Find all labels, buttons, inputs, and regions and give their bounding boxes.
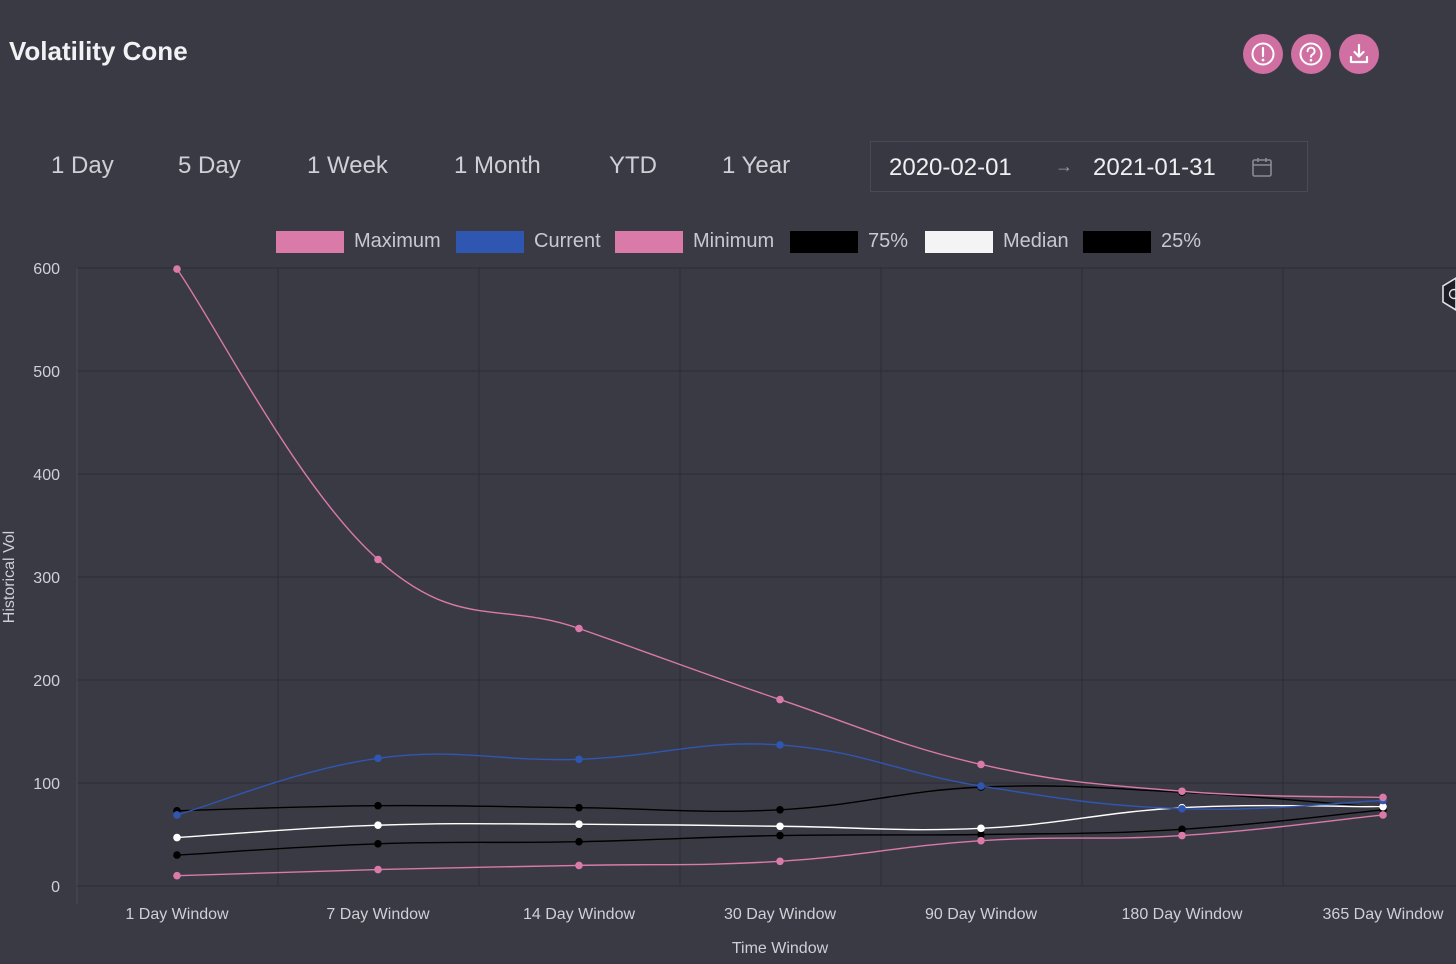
- alert-button[interactable]: [1243, 34, 1283, 74]
- y-tick-label: 200: [33, 673, 60, 690]
- y-tick-label: 0: [51, 879, 60, 896]
- series-line-maximum: [176, 268, 1384, 799]
- page-title: Volatility Cone: [9, 36, 188, 66]
- data-point-75-pct: [575, 803, 583, 812]
- zoom-reset-icon[interactable]: [1440, 276, 1456, 312]
- legend-label: Maximum: [354, 230, 441, 252]
- data-point-current: [374, 754, 382, 763]
- range-ytd[interactable]: YTD: [609, 152, 657, 179]
- range-1-week[interactable]: 1 Week: [307, 152, 388, 179]
- y-tick-label: 100: [33, 776, 60, 793]
- data-point-maximum: [575, 624, 583, 633]
- data-point-minimum: [1178, 831, 1186, 840]
- data-point-median: [173, 833, 181, 842]
- data-point-median: [374, 821, 382, 830]
- legend-swatch: [615, 231, 683, 253]
- data-point-minimum: [173, 871, 181, 880]
- x-tick-label: 30 Day Window: [724, 906, 836, 923]
- data-point-maximum: [1379, 793, 1387, 802]
- data-point-25-pct: [977, 830, 985, 839]
- legend-swatch: [1083, 231, 1151, 253]
- data-point-current: [575, 755, 583, 764]
- data-point-median: [776, 822, 784, 831]
- data-point-maximum: [776, 695, 784, 704]
- legend-label: 75%: [868, 230, 909, 252]
- data-point-median: [1379, 802, 1387, 811]
- data-point-75-pct: [374, 801, 382, 810]
- x-tick-label: 365 Day Window: [1323, 906, 1444, 923]
- help-icon: [1299, 42, 1323, 66]
- data-point-25-pct: [374, 839, 382, 848]
- legend-swatch: [276, 231, 344, 253]
- data-point-25-pct: [173, 851, 181, 859]
- alert-icon: [1251, 42, 1275, 66]
- data-point-current: [1178, 804, 1186, 813]
- help-button[interactable]: [1291, 34, 1331, 74]
- download-button[interactable]: [1339, 34, 1379, 74]
- date-separator: →: [1055, 156, 1073, 176]
- y-tick-label: 400: [33, 467, 60, 484]
- data-point-median: [575, 820, 583, 828]
- x-tick-label: 180 Day Window: [1122, 906, 1243, 923]
- legend-label: Median: [1003, 230, 1069, 252]
- legend-label: 25%: [1161, 230, 1202, 252]
- legend-swatch: [925, 231, 993, 253]
- x-axis-title: Time Window: [732, 940, 829, 957]
- end-date-input[interactable]: 2021-01-31: [1093, 154, 1216, 181]
- legend-swatch: [456, 231, 524, 253]
- legend-swatch: [790, 231, 858, 253]
- start-date-input[interactable]: 2020-02-01: [889, 154, 1012, 181]
- download-icon: [1349, 43, 1369, 64]
- data-point-minimum: [776, 857, 784, 866]
- range-1-month[interactable]: 1 Month: [454, 152, 541, 179]
- data-point-minimum: [575, 861, 583, 870]
- date-range-picker[interactable]: 2020-02-01 → 2021-01-31: [870, 141, 1308, 192]
- x-tick-label: 14 Day Window: [523, 906, 635, 923]
- data-point-maximum: [173, 265, 181, 273]
- x-tick-label: 1 Day Window: [125, 906, 229, 923]
- data-point-maximum: [1178, 787, 1186, 796]
- range-1-day[interactable]: 1 Day: [51, 152, 114, 179]
- data-point-current: [173, 811, 181, 819]
- data-point-25-pct: [776, 831, 784, 840]
- data-point-current: [977, 782, 985, 790]
- range-1-year[interactable]: 1 Year: [722, 152, 791, 179]
- y-tick-label: 500: [33, 364, 60, 381]
- y-axis-title: Historical Vol: [1, 531, 18, 623]
- y-tick-label: 300: [33, 570, 60, 587]
- data-point-median: [977, 824, 985, 833]
- series-line-current: [176, 743, 1384, 816]
- data-point-current: [776, 741, 784, 749]
- legend-label: Minimum: [693, 230, 775, 252]
- legend-label: Current: [534, 230, 601, 252]
- y-tick-label: 600: [33, 261, 60, 278]
- x-tick-label: 7 Day Window: [326, 906, 430, 923]
- range-5-day[interactable]: 5 Day: [178, 152, 241, 179]
- data-point-25-pct: [1178, 825, 1186, 834]
- data-point-maximum: [977, 760, 985, 769]
- calendar-icon[interactable]: [1251, 156, 1273, 178]
- data-point-maximum: [374, 555, 382, 564]
- data-point-25-pct: [575, 837, 583, 846]
- data-point-minimum: [374, 865, 382, 874]
- data-point-75-pct: [776, 805, 784, 814]
- data-point-minimum: [1379, 811, 1387, 819]
- x-tick-label: 90 Day Window: [925, 906, 1037, 923]
- data-point-minimum: [977, 836, 985, 845]
